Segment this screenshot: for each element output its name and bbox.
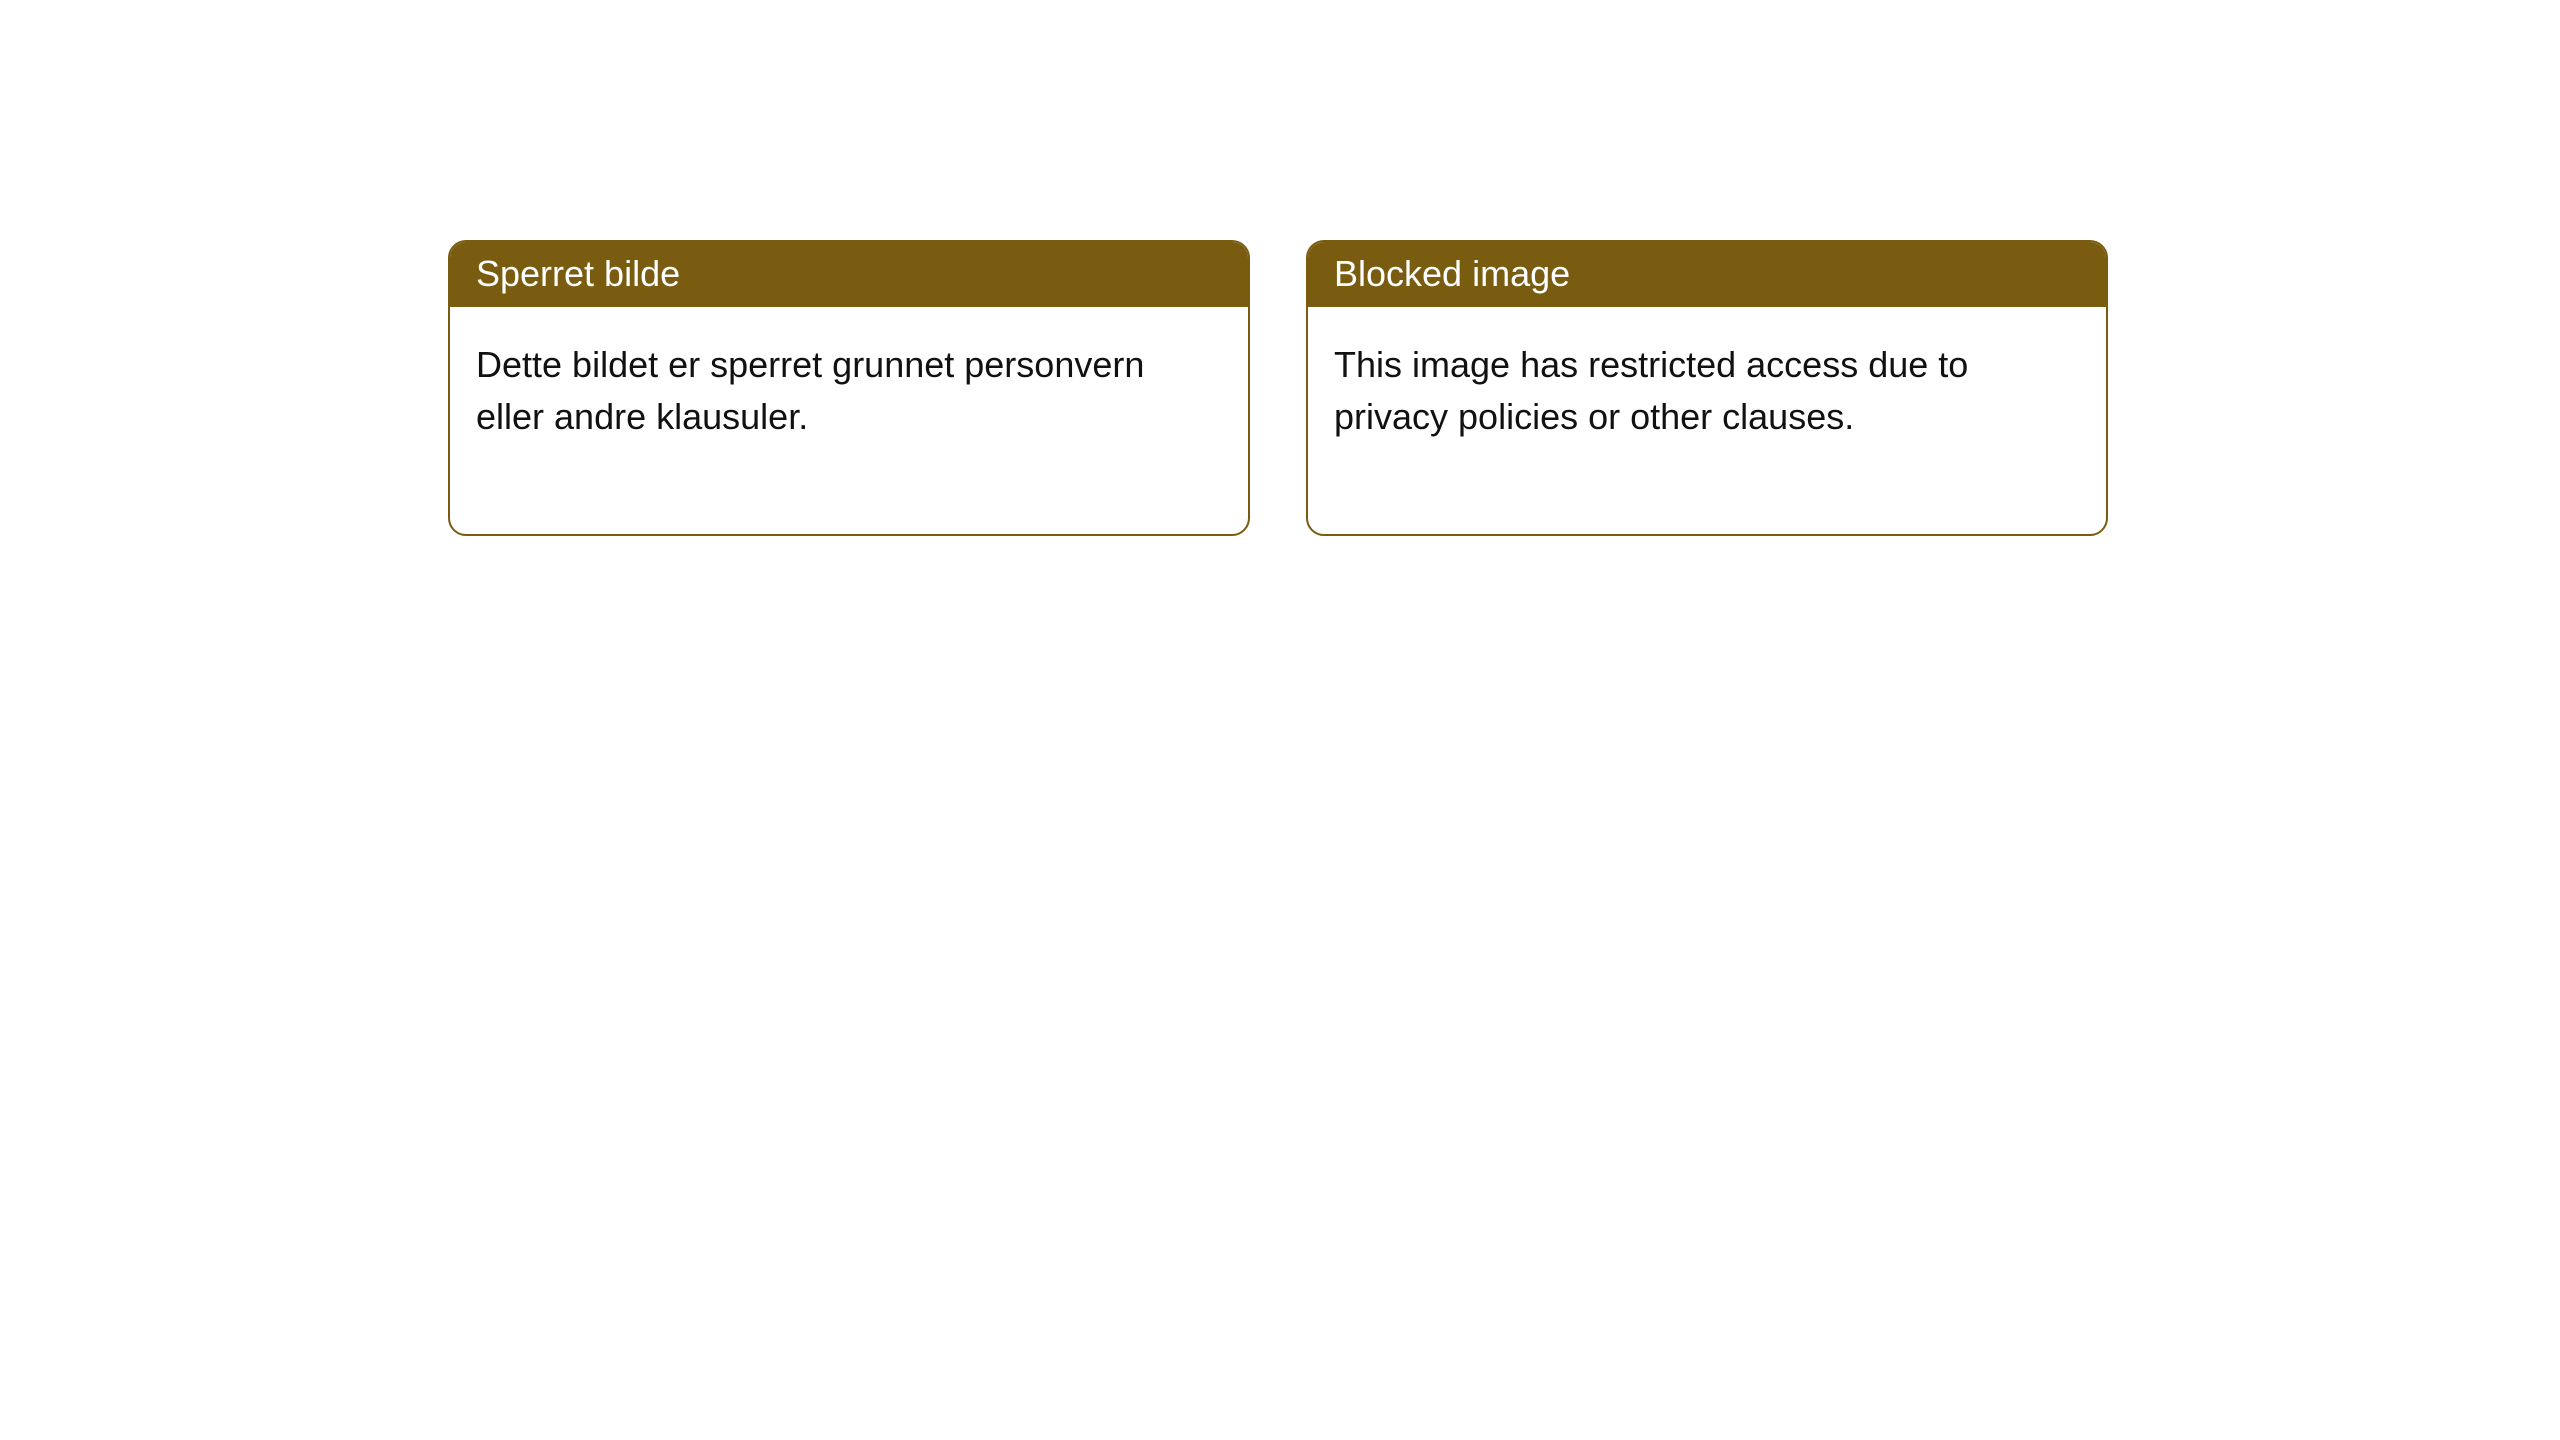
notice-container: Sperret bilde Dette bildet er sperret gr… [448,240,2108,536]
notice-header-no: Sperret bilde [450,242,1248,307]
notice-card-en: Blocked image This image has restricted … [1306,240,2108,536]
notice-body-no: Dette bildet er sperret grunnet personve… [450,307,1248,533]
notice-card-no: Sperret bilde Dette bildet er sperret gr… [448,240,1250,536]
notice-body-en: This image has restricted access due to … [1308,307,2106,533]
notice-header-en: Blocked image [1308,242,2106,307]
